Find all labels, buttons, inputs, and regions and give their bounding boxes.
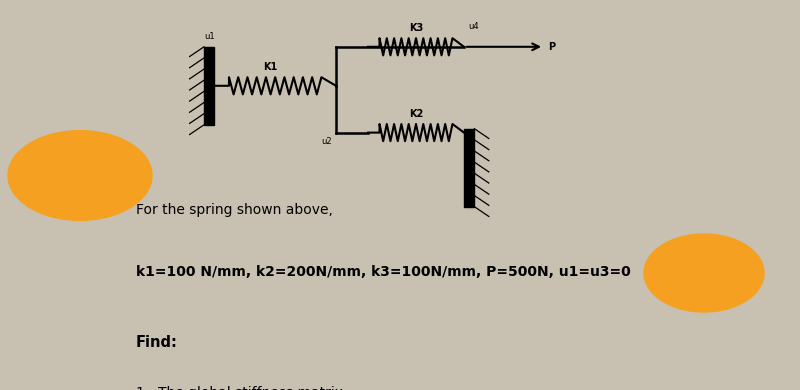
Ellipse shape (8, 131, 152, 220)
Text: k1=100 N/mm, k2=200N/mm, k3=100N/mm, P=500N, u1=u3=0: k1=100 N/mm, k2=200N/mm, k3=100N/mm, P=5… (136, 265, 630, 279)
Text: For the spring shown above,: For the spring shown above, (136, 203, 333, 217)
Bar (204, 47, 214, 125)
Text: u4: u4 (468, 22, 478, 31)
Bar (464, 129, 474, 207)
Text: 1.  The global stiffness matrix: 1. The global stiffness matrix (136, 386, 343, 390)
Ellipse shape (644, 234, 764, 312)
Text: K1: K1 (263, 62, 277, 72)
Text: P: P (548, 42, 555, 52)
Text: K3: K3 (409, 23, 423, 33)
Text: u3: u3 (464, 160, 475, 169)
Text: Find:: Find: (136, 335, 178, 350)
Text: u2: u2 (322, 136, 332, 145)
Text: K2: K2 (409, 109, 423, 119)
Text: u1: u1 (204, 32, 215, 41)
